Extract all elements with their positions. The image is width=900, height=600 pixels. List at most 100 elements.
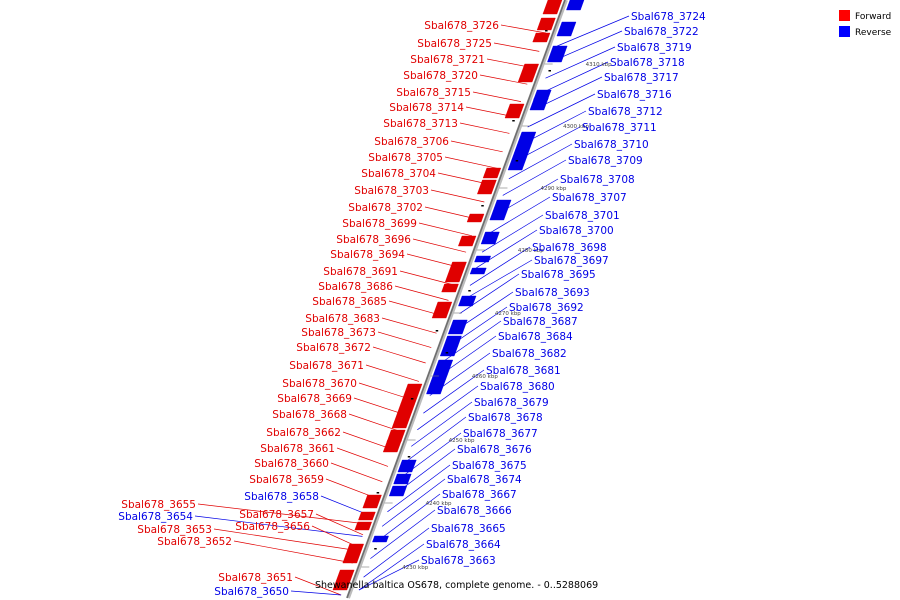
gene-label-left: Sbal678_3725 bbox=[417, 38, 492, 50]
leader-line-left bbox=[197, 503, 368, 525]
gene-forward bbox=[391, 403, 415, 429]
gene-label-right: Sbal678_3664 bbox=[426, 539, 501, 551]
legend-swatch-reverse bbox=[839, 26, 850, 37]
tick-label: 4280 kbp bbox=[518, 248, 544, 254]
leader-line-left bbox=[311, 525, 359, 548]
gene-forward bbox=[517, 63, 539, 83]
leader-line-right bbox=[358, 543, 425, 591]
leader-line-left bbox=[194, 515, 363, 537]
gene-label-left: Sbal678_3656 bbox=[235, 521, 310, 533]
tick-label: 4300 kbp bbox=[563, 124, 589, 130]
gene-label-left: Sbal678_3705 bbox=[368, 152, 443, 164]
minor-feature-mark bbox=[515, 160, 519, 162]
gene-forward bbox=[332, 569, 355, 591]
minor-feature-mark bbox=[410, 398, 414, 400]
gene-label-left: Sbal678_3650 bbox=[214, 586, 289, 598]
tick-label: 4230 kbp bbox=[402, 565, 428, 571]
backbone-shadow bbox=[346, 0, 568, 599]
leader-line-right bbox=[557, 15, 630, 47]
gene-label-left: Sbal678_3721 bbox=[410, 54, 485, 66]
gene-label-left: Sbal678_3661 bbox=[260, 443, 335, 455]
leader-line-left bbox=[213, 528, 358, 551]
tick-label: 4240 kbp bbox=[426, 501, 452, 507]
gene-label-right: Sbal678_3697 bbox=[534, 255, 609, 267]
gene-reverse bbox=[458, 295, 477, 307]
legend: Forward Reverse bbox=[839, 10, 892, 38]
gene-label-left: Sbal678_3655 bbox=[121, 499, 196, 511]
leader-line-left bbox=[430, 189, 485, 203]
gene-reverse bbox=[474, 255, 491, 263]
gene-label-left: Sbal678_3726 bbox=[424, 20, 499, 32]
gene-label-left: Sbal678_3694 bbox=[330, 249, 405, 261]
gene-label-left: Sbal678_3658 bbox=[244, 491, 319, 503]
gene-label-right: Sbal678_3711 bbox=[582, 122, 657, 134]
gene-label-right: Sbal678_3701 bbox=[545, 210, 620, 222]
gene-reverse bbox=[388, 485, 408, 497]
gene-label-left: Sbal678_3662 bbox=[266, 427, 341, 439]
gene-label-left: Sbal678_3686 bbox=[318, 281, 393, 293]
leader-line-right bbox=[527, 93, 596, 128]
minor-feature-mark bbox=[445, 352, 449, 354]
gene-label-left: Sbal678_3654 bbox=[118, 511, 193, 523]
tick-label: 4270 kbp bbox=[495, 311, 521, 317]
genome-caption: Shewanella baltica OS678, complete genom… bbox=[315, 580, 598, 591]
gene-label-left: Sbal678_3703 bbox=[354, 185, 429, 197]
gene-reverse bbox=[566, 0, 585, 11]
gene-label-left: Sbal678_3704 bbox=[361, 168, 436, 180]
leader-line-right bbox=[363, 527, 430, 578]
gene-label-left: Sbal678_3685 bbox=[312, 296, 387, 308]
gene-label-left: Sbal678_3660 bbox=[254, 458, 329, 470]
leader-line-left bbox=[315, 513, 364, 536]
leader-line-right bbox=[370, 509, 436, 559]
gene-label-left: Sbal678_3714 bbox=[389, 102, 464, 114]
gene-forward bbox=[444, 261, 467, 283]
gene-label-right: Sbal678_3695 bbox=[521, 269, 596, 281]
gene-forward bbox=[542, 0, 563, 15]
gene-forward bbox=[358, 511, 376, 521]
gene-reverse bbox=[547, 45, 568, 63]
leader-line-left bbox=[459, 122, 510, 134]
gene-forward bbox=[536, 17, 556, 31]
gene-label-left: Sbal678_3671 bbox=[289, 360, 364, 372]
genome-backbone bbox=[346, 0, 568, 599]
minor-feature-mark bbox=[468, 290, 471, 292]
gene-label-left: Sbal678_3673 bbox=[301, 327, 376, 339]
gene-label-right: Sbal678_3684 bbox=[498, 331, 573, 343]
leader-line-left bbox=[394, 285, 449, 301]
leader-line-right bbox=[387, 464, 451, 513]
gene-reverse bbox=[397, 459, 417, 473]
gene-forward bbox=[532, 32, 551, 43]
gene-reverse bbox=[426, 383, 445, 395]
gene-forward bbox=[441, 283, 459, 293]
gene-label-right: Sbal678_3677 bbox=[463, 428, 538, 440]
gene-forward bbox=[466, 213, 485, 223]
gene-label-left: Sbal678_3669 bbox=[277, 393, 352, 405]
gene-reverse bbox=[556, 21, 577, 37]
leader-line-right bbox=[417, 385, 479, 431]
gene-label-left: Sbal678_3713 bbox=[383, 118, 458, 130]
gene-label-right: Sbal678_3682 bbox=[492, 348, 567, 360]
ruler-ticks: 4230 kbp 4240 kbp 4250 kbp 4260 kbp 4270 kbp… bbox=[361, 62, 612, 571]
leader-line-left bbox=[418, 222, 473, 237]
gene-label-right: Sbal678_3665 bbox=[431, 523, 506, 535]
gene-forward bbox=[507, 103, 525, 111]
minor-feature-mark bbox=[376, 492, 380, 494]
leader-line-left bbox=[365, 364, 420, 382]
gene-forward bbox=[354, 521, 372, 531]
minor-feature-mark bbox=[407, 456, 411, 458]
gene-label-right: Sbal678_3674 bbox=[447, 474, 522, 486]
gene-reverse bbox=[429, 373, 448, 385]
gene-label-right: Sbal678_3707 bbox=[552, 192, 627, 204]
gene-reverse bbox=[529, 97, 549, 111]
tick-label: 4310 kbp bbox=[586, 62, 612, 68]
tick-label: 4260 kbp bbox=[472, 374, 498, 380]
leader-line-left bbox=[444, 156, 497, 169]
gene-label-right: Sbal678_3667 bbox=[442, 489, 517, 501]
left-gene-labels: Sbal678_3726 Sbal678_3725 Sbal678_3721 Sbal… bbox=[118, 20, 499, 598]
gene-forward bbox=[342, 543, 364, 564]
gene-forward bbox=[431, 301, 453, 319]
leader-line-right bbox=[469, 246, 531, 286]
legend-label-reverse: Reverse bbox=[855, 28, 892, 38]
legend-label-forward: Forward bbox=[855, 12, 891, 22]
gene-label-right: Sbal678_3719 bbox=[617, 42, 692, 54]
